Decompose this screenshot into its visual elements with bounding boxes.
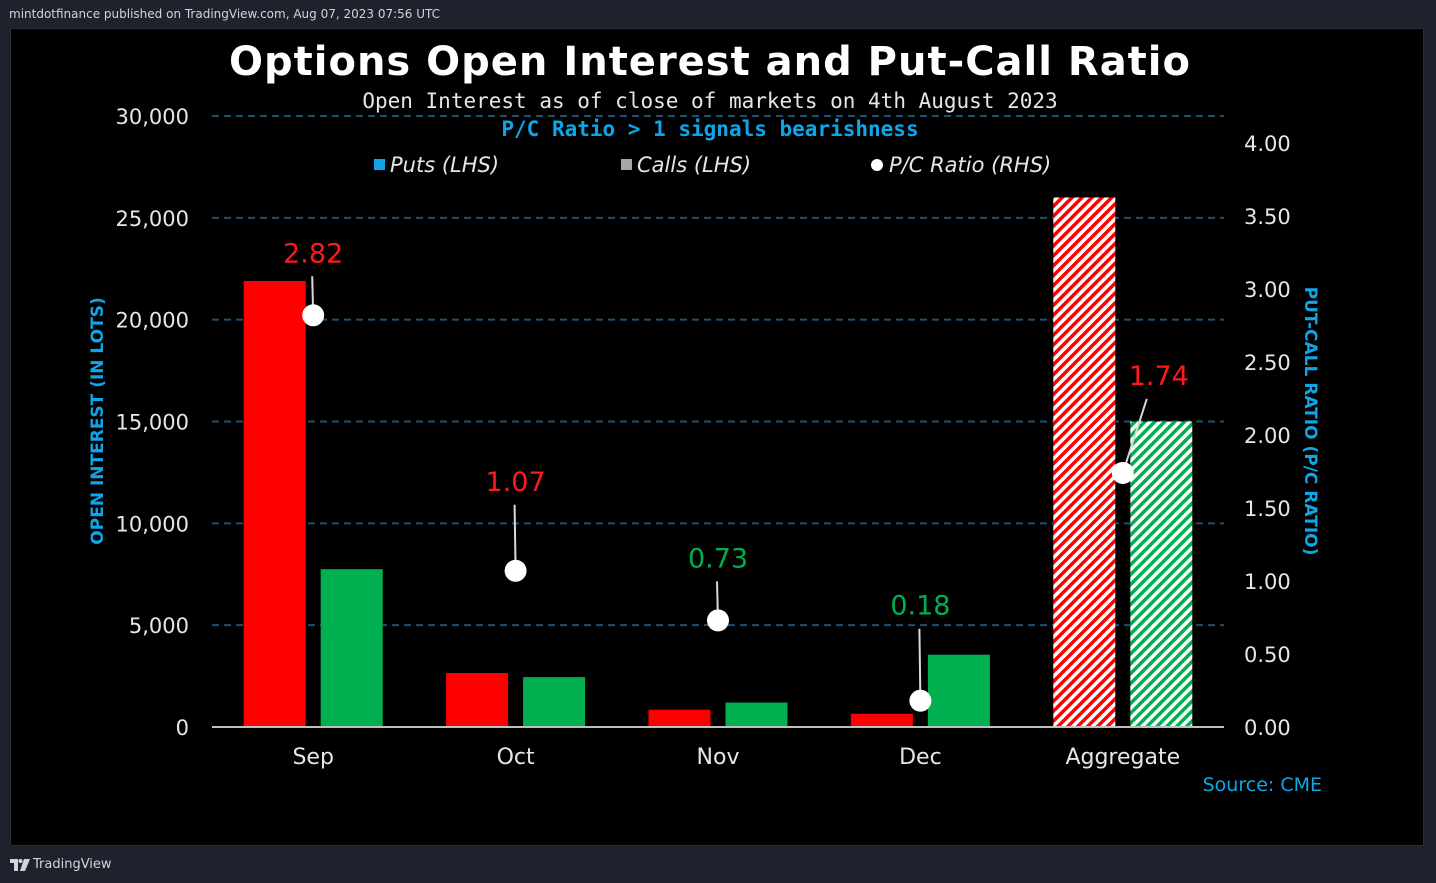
footer-bar: TradingView <box>0 851 1436 883</box>
ratio-point <box>504 559 527 582</box>
right-axis-ticks: 0.00 0.50 1.00 1.50 2.00 2.50 3.00 3.50 4.00 <box>1244 132 1291 740</box>
puts-bar <box>1053 197 1116 727</box>
y2-tick-label: 3.00 <box>1244 278 1291 302</box>
x-tick-label: Dec <box>899 745 942 770</box>
left-axis-title: OPEN INTEREST (IN LOTS) <box>88 297 108 544</box>
puts-bar <box>850 713 913 727</box>
ratio-leader-line <box>918 628 922 701</box>
legend-puts-label: Puts (LHS) <box>390 153 499 177</box>
y-tick-label: 0 <box>176 716 189 740</box>
y-tick-label: 20,000 <box>116 309 189 333</box>
chart-note: P/C Ratio > 1 signals bearishness <box>501 117 918 141</box>
y-tick-label: 30,000 <box>116 105 189 129</box>
y-tick-label: 25,000 <box>116 207 189 231</box>
y2-tick-label: 2.50 <box>1244 351 1291 375</box>
ratio-data-label: 1.74 <box>1129 361 1189 392</box>
puts-bar <box>648 709 711 727</box>
x-tick-label: Oct <box>497 745 535 770</box>
legend-calls-swatch <box>621 159 632 170</box>
publish-header: mintdotfinance published on TradingView.… <box>0 0 1436 28</box>
y2-tick-label: 0.50 <box>1244 643 1291 667</box>
calls-bar <box>1130 421 1193 727</box>
y-tick-label: 5,000 <box>129 614 189 638</box>
bars <box>243 197 1193 727</box>
y-tick-label: 10,000 <box>116 512 189 536</box>
calls-bar <box>725 702 788 727</box>
left-axis-ticks: 0 5,000 10,000 15,000 20,000 25,000 30,000 <box>116 105 189 740</box>
y2-tick-label: 4.00 <box>1244 132 1291 156</box>
y2-tick-label: 3.50 <box>1244 205 1291 229</box>
y2-tick-label: 1.00 <box>1244 570 1291 594</box>
ratio-data-label: 0.18 <box>890 591 950 622</box>
ratio-data-label: 2.82 <box>283 238 343 269</box>
legend-ratio-label: P/C Ratio (RHS) <box>889 153 1051 177</box>
chart-title: Options Open Interest and Put-Call Ratio <box>229 39 1191 85</box>
calls-bar <box>320 569 383 727</box>
legend-ratio-swatch <box>871 159 883 171</box>
tradingview-logo-icon <box>10 859 30 871</box>
ratio-point <box>302 304 325 327</box>
x-axis-ticks: Sep Oct Nov Dec Aggregate <box>292 745 1180 770</box>
calls-bar <box>523 677 586 727</box>
x-tick-label: Sep <box>292 745 333 770</box>
x-tick-label: Nov <box>697 745 740 770</box>
puts-bar <box>446 673 509 727</box>
ratio-point <box>1111 461 1134 484</box>
legend-calls-label: Calls (LHS) <box>637 153 751 177</box>
ratio-data-label: 0.73 <box>688 543 748 574</box>
x-tick-label: Aggregate <box>1065 745 1180 770</box>
publish-info: mintdotfinance published on TradingView.… <box>9 7 441 21</box>
puts-bar <box>243 280 306 727</box>
ratio-point <box>707 609 729 632</box>
ratio-data-label: 1.07 <box>486 467 546 498</box>
ratio-leader-line <box>1121 398 1148 474</box>
legend: Puts (LHS) Calls (LHS) P/C Ratio (RHS) <box>374 153 1051 177</box>
y2-tick-label: 0.00 <box>1244 716 1291 740</box>
y-tick-label: 15,000 <box>116 411 189 435</box>
y2-tick-label: 1.50 <box>1244 497 1291 521</box>
calls-bar <box>927 654 990 727</box>
pc-ratio-markers: 2.82 1.07 0.73 0.18 1.74 <box>283 238 1189 712</box>
y2-tick-label: 2.00 <box>1244 424 1291 448</box>
source-label: Source: CME <box>1203 774 1322 796</box>
chart-subtitle: Open Interest as of close of markets on … <box>362 89 1057 113</box>
ratio-leader-line <box>513 504 517 571</box>
right-axis-title: PUT-CALL RATIO (P/C RATIO) <box>1300 287 1320 556</box>
ratio-point <box>909 689 932 712</box>
legend-puts-swatch <box>374 159 385 170</box>
footer-brand: TradingView <box>33 857 112 872</box>
